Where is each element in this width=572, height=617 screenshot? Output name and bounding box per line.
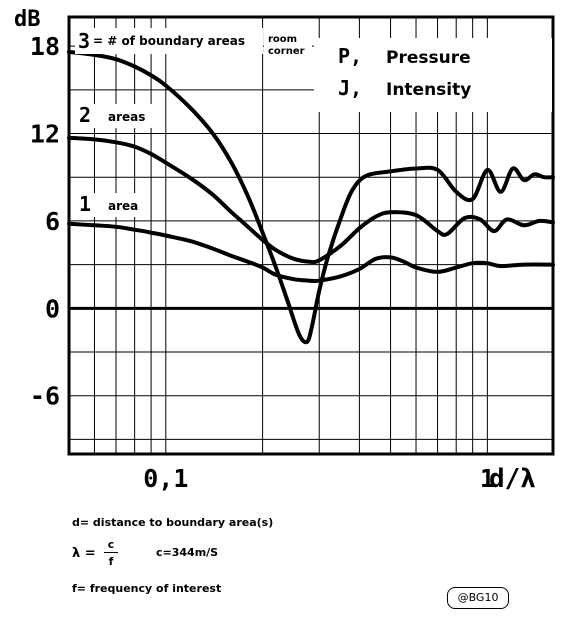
- lambda-numerator: c: [107, 538, 115, 551]
- series-2-label-bg: [75, 104, 157, 128]
- frequency-note: f= frequency of interest: [72, 582, 222, 595]
- series-1-label-bg: [75, 193, 147, 217]
- fraction-bar: [104, 552, 118, 553]
- credit-badge: @BG10: [447, 587, 509, 609]
- lambda-symbol: λ =: [72, 546, 96, 561]
- series-line-1: [67, 221, 555, 284]
- distance-note: d= distance to boundary area(s): [72, 516, 274, 529]
- series-line-3: [67, 50, 555, 345]
- y-tick-label: 18: [30, 32, 60, 61]
- legend-text-intensity: Intensity: [386, 80, 471, 100]
- room-label: room: [268, 34, 297, 45]
- series-1-annotation: area: [108, 199, 138, 213]
- lambda-denominator: f: [108, 555, 114, 568]
- room-corner-bg: [264, 30, 312, 58]
- y-axis-label: dB: [14, 7, 41, 32]
- legend-symbol-pressure: P,: [338, 44, 362, 68]
- corner-label: corner: [268, 46, 305, 57]
- series-3-annotation: = # of boundary areas: [93, 34, 245, 48]
- y-tick-label: -6: [30, 382, 60, 411]
- series-3-label-bg: [75, 28, 263, 54]
- legend-text-pressure: Pressure: [386, 48, 471, 68]
- series-line-2: [67, 135, 555, 265]
- legend-box: [314, 38, 552, 112]
- y-tick-label: 0: [45, 294, 60, 323]
- series-2-annotation: areas: [108, 110, 145, 124]
- x-tick-label: 0,1: [143, 464, 188, 493]
- y-tick-label: 6: [45, 207, 60, 236]
- series-1-number: 1: [79, 192, 91, 216]
- series-3-number: 3: [78, 29, 90, 53]
- speed-note: c=344m/S: [156, 546, 219, 559]
- legend-symbol-intensity: J,: [338, 76, 362, 100]
- x-axis-label: d/λ: [489, 464, 536, 494]
- x-tick-label: 1: [480, 464, 495, 493]
- y-tick-label: 12: [30, 120, 60, 149]
- series-2-number: 2: [79, 103, 91, 127]
- series-group: [67, 50, 555, 345]
- plot-frame: [67, 15, 555, 456]
